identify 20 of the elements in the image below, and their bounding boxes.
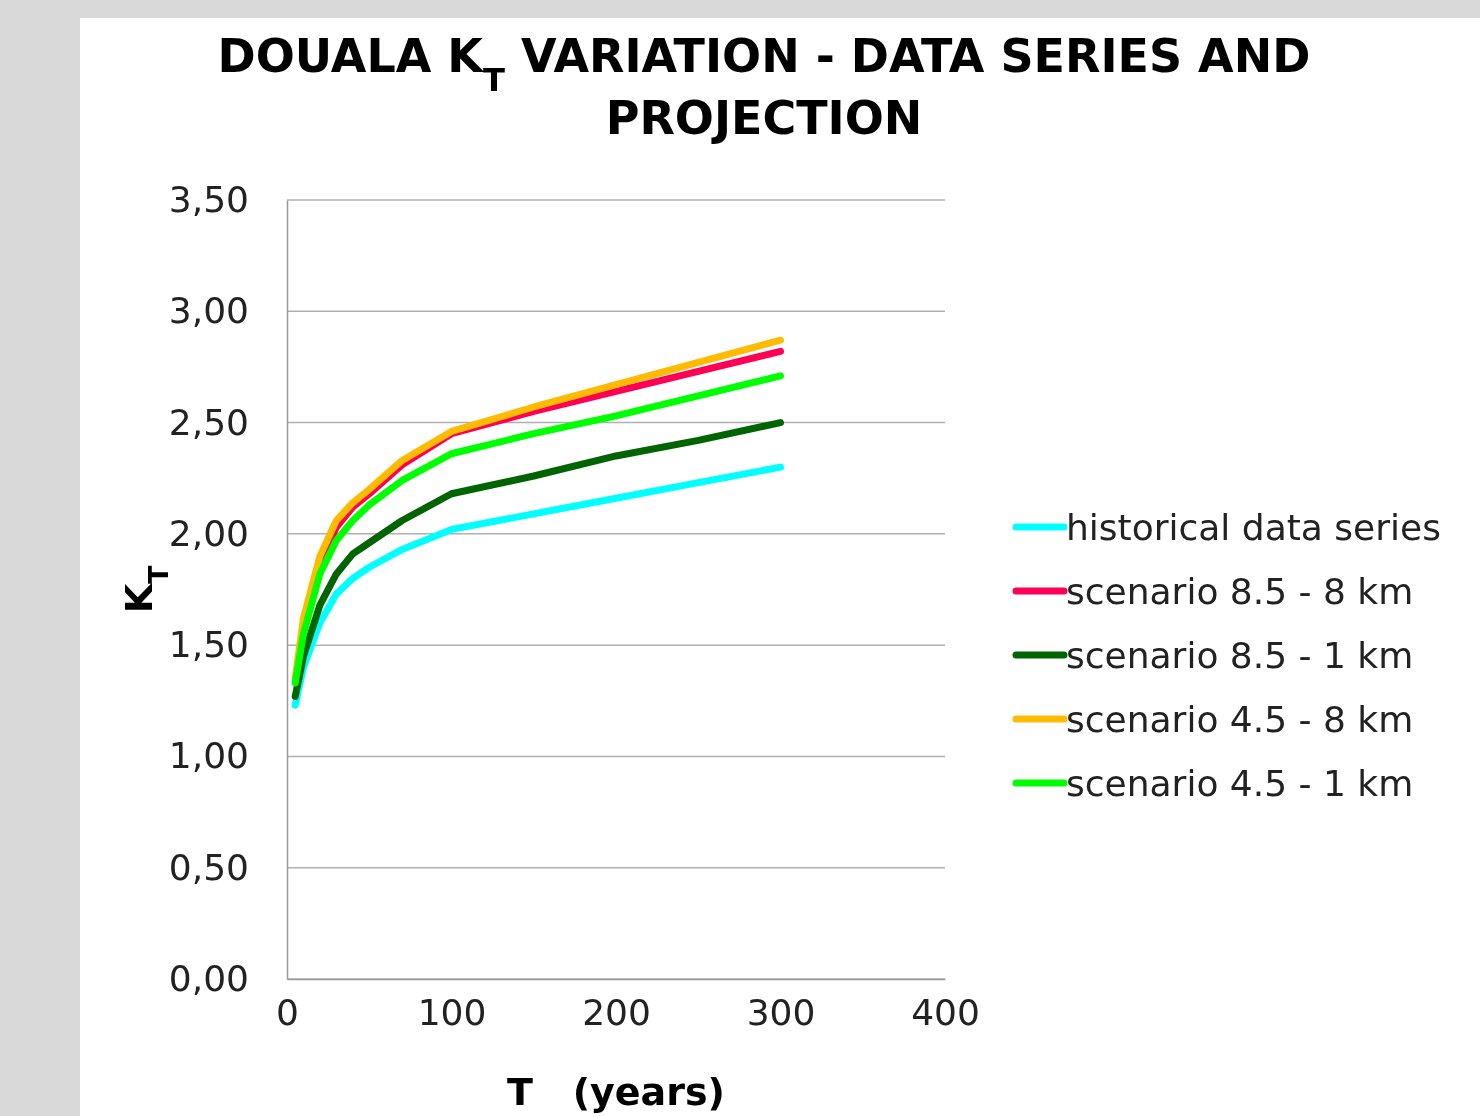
x-tick-label: 400 [911,991,980,1033]
y-tick-label: 2,50 [168,401,249,443]
y-tick-label: 0,50 [168,846,249,888]
y-tick-label: 3,00 [168,290,249,332]
y-tick-label: 1,50 [168,624,249,666]
y-tick-label: 2,00 [168,512,249,554]
x-tick-label: 0 [276,991,299,1033]
x-tick-label: 300 [746,991,816,1033]
y-tick-label: 1,00 [168,735,249,777]
y-tick-label: 0,00 [168,958,249,1000]
legend-label: scenario 4.5 - 1 km [1066,763,1414,804]
legend-label: scenario 4.5 - 8 km [1066,699,1414,740]
chart-title: DOUALA K$_{T}$ VARIATION - DATA SERIES AND PROJECTION [217,29,1311,145]
y-tick-label: 3,50 [168,179,249,221]
x-tick-label: 200 [582,991,651,1033]
legend-label: historical data series [1066,507,1441,548]
x-tick-label: 100 [417,991,487,1033]
legend-label: scenario 8.5 - 1 km [1066,635,1414,676]
x-axis-title: T (years) [507,1070,725,1114]
legend-label: scenario 8.5 - 8 km [1066,571,1414,612]
